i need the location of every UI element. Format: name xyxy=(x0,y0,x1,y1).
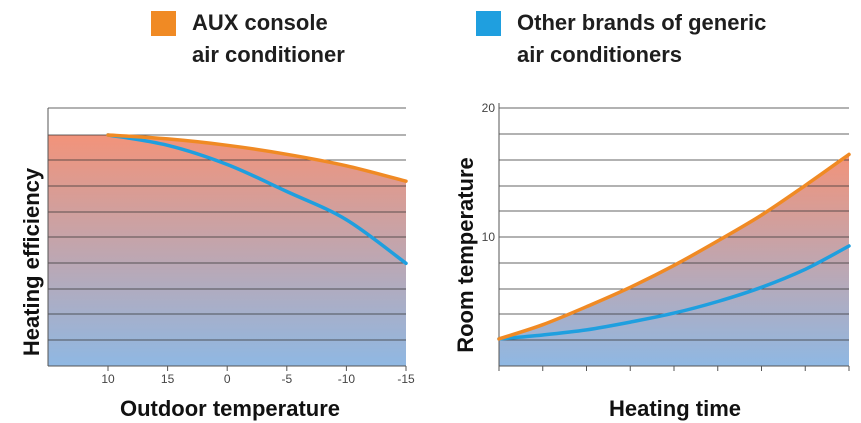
chart1-x-tick-label: -10 xyxy=(338,372,356,386)
legend-label-other-line2: air conditioners xyxy=(517,42,682,67)
chart1-area-fill xyxy=(48,135,406,366)
chart1-series-aux-line xyxy=(106,133,408,183)
chart2-series-aux-line xyxy=(497,152,851,341)
legend-label-aux-line2: air conditioner xyxy=(192,42,345,67)
chart2-x-tick-marks xyxy=(498,366,850,371)
chart2-area-fill xyxy=(499,154,849,366)
chart1-x-tick-label: 15 xyxy=(161,372,175,386)
legend-label-other-line1: Other brands of generic xyxy=(517,10,766,35)
chart2-y-tick-label: 20 xyxy=(482,101,496,115)
chart1-x-ticks: 10 15 0 -5 -10 -15 xyxy=(101,366,415,386)
chart2-x-axis-title: Heating time xyxy=(609,396,741,421)
chart1-x-tick-label: 0 xyxy=(224,372,231,386)
chart1-x-tick-label: 10 xyxy=(101,372,115,386)
chart2-y-axis-title: Room temperature xyxy=(453,157,478,353)
legend-label-aux-line1: AUX console xyxy=(192,10,328,35)
chart2-series-other-line xyxy=(497,244,851,341)
legend: AUX console air conditioner Other brands… xyxy=(151,10,766,67)
chart1-x-tick-label: -15 xyxy=(397,372,415,386)
chart1-y-axis-title: Heating efficiency xyxy=(19,167,44,356)
heating-efficiency-chart: 10 15 0 -5 -10 -15 Outdoor temperature Heatin… xyxy=(19,107,415,421)
chart1-x-axis-title: Outdoor temperature xyxy=(120,396,340,421)
chart2-y-tick-label: 10 xyxy=(482,230,496,244)
legend-swatch-aux xyxy=(151,11,176,36)
chart2-gridlines xyxy=(499,107,849,341)
chart1-series-other-line xyxy=(106,133,408,266)
chart1-x-tick-label: -5 xyxy=(281,372,292,386)
legend-swatch-other xyxy=(476,11,501,36)
